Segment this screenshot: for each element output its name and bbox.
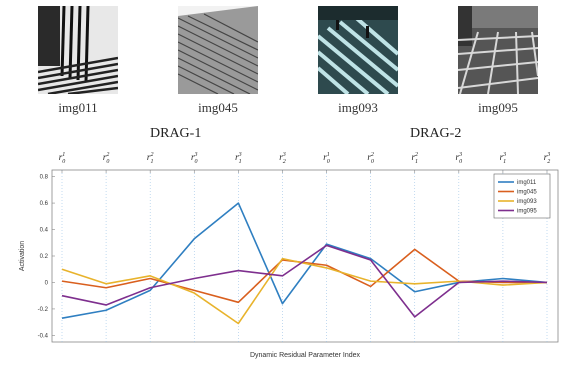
x-tick-label: r03 [456, 152, 463, 165]
y-tick-label: 0.8 [40, 175, 49, 181]
plot-area [51, 169, 559, 343]
y-tick-label: 0 [45, 280, 49, 286]
y-tick-label: 0.6 [40, 201, 49, 207]
legend-label: img011 [517, 180, 537, 186]
x-tick-label: r23 [544, 152, 551, 165]
image-caption: img045 [198, 100, 238, 115]
x-tick-label: r23 [279, 152, 286, 165]
y-tick-label: -0.2 [38, 307, 49, 313]
x-tick-label: r03 [191, 152, 198, 165]
x-tick-label: r02 [103, 152, 110, 165]
x-tick-label: r13 [235, 152, 242, 165]
y-tick-label: -0.4 [38, 333, 49, 339]
legend-label: img095 [517, 209, 537, 215]
y-tick-label: 0.2 [40, 254, 49, 260]
x-tick-label: r12 [147, 152, 154, 165]
x-tick-label: r13 [500, 152, 507, 165]
series-line-img095 [61, 244, 548, 318]
legend-label: img093 [517, 199, 537, 205]
building-lines-photo [178, 6, 258, 94]
y-axis-label: Activation [19, 241, 26, 271]
tiled-plaza-photo [458, 6, 538, 94]
crosswalk-people-photo [318, 6, 398, 94]
legend-label: img045 [517, 190, 537, 196]
image-caption: img011 [58, 100, 98, 115]
x-tick-label: r02 [367, 152, 374, 165]
line-chart: r01 r02 r12 r03 r13 r23 r01 r02 r12 r03 r13 r23 0.8 0… [19, 152, 559, 359]
x-tick-label: r12 [411, 152, 418, 165]
group-label-drag-2: DRAG-2 [410, 126, 462, 141]
x-tick-label: r01 [59, 152, 66, 165]
y-tick-label: 0.4 [40, 228, 49, 234]
image-caption: img095 [478, 100, 518, 115]
x-tick-label: r01 [323, 152, 330, 165]
building-facade-photo [38, 6, 118, 94]
image-caption: img093 [338, 100, 378, 115]
group-label-drag-1: DRAG-1 [150, 126, 202, 141]
x-axis-label: Dynamic Residual Parameter Index [250, 352, 361, 359]
